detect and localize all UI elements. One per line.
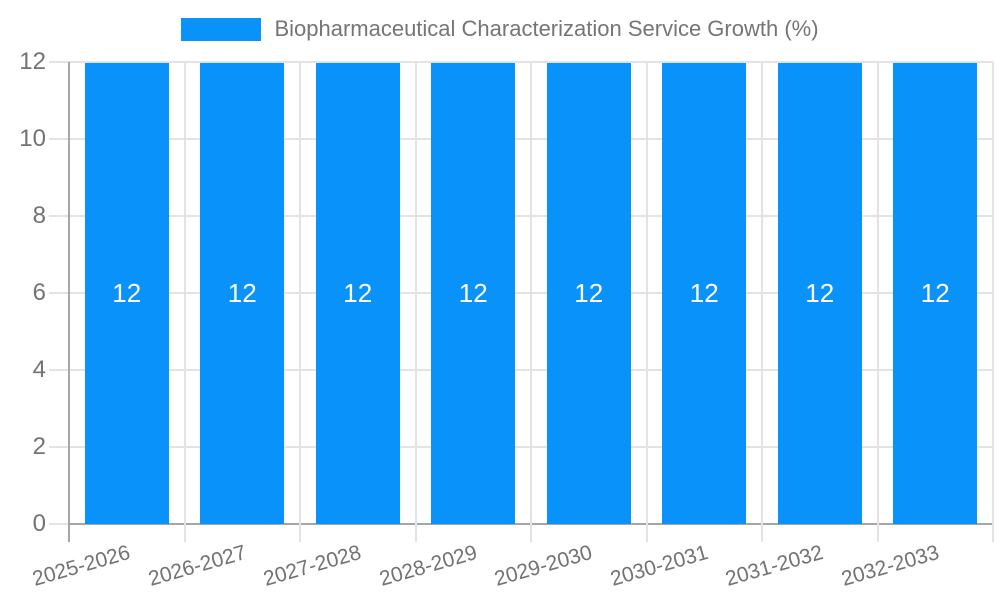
y-tick-mark (49, 369, 69, 371)
x-tick-mark (68, 524, 70, 542)
y-tick-label: 4 (32, 356, 46, 383)
x-tick-label: 2032-2033 (838, 541, 942, 591)
bar (84, 63, 169, 524)
y-tick-label: 0 (32, 510, 46, 537)
y-tick-mark (49, 138, 69, 140)
x-tick-label: 2029-2030 (492, 541, 596, 591)
bar (431, 63, 516, 524)
x-tick-label: 2031-2032 (723, 541, 827, 591)
x-gridline (992, 62, 994, 524)
bar (777, 63, 862, 524)
x-tick-mark (414, 524, 417, 542)
legend[interactable]: Biopharmaceutical Characterization Servi… (0, 16, 1000, 42)
y-tick-mark (49, 61, 69, 63)
x-tick-mark (299, 524, 301, 542)
bar-value-label: 12 (574, 278, 604, 308)
legend-label: Biopharmaceutical Characterization Servi… (274, 16, 819, 41)
x-tick-mark (876, 524, 879, 542)
legend-swatch-icon (181, 17, 262, 41)
bar (893, 63, 978, 524)
y-tick-label: 10 (19, 125, 46, 152)
y-tick-label: 2 (32, 433, 46, 460)
bar (546, 63, 631, 524)
bar (662, 63, 747, 524)
bar (200, 63, 285, 524)
y-tick-label: 8 (32, 202, 46, 229)
bar-value-label: 12 (689, 278, 719, 308)
x-tick-mark (761, 524, 763, 542)
y-tick-label: 6 (32, 279, 46, 306)
x-tick-label: 2028-2029 (376, 541, 480, 591)
x-gridline (761, 62, 763, 524)
x-tick-label: 2025-2026 (30, 541, 134, 591)
x-tick-mark (992, 524, 994, 542)
x-tick-label: 2026-2027 (145, 541, 249, 591)
bar-value-label: 12 (343, 278, 373, 308)
x-gridline (530, 62, 532, 524)
bar-value-label: 12 (458, 278, 488, 308)
x-tick-label: 2027-2028 (261, 541, 365, 591)
x-tick-label: 2030-2031 (607, 541, 711, 591)
y-tick-mark (49, 523, 69, 525)
x-gridline (876, 62, 879, 524)
bar (315, 63, 400, 524)
x-gridline (414, 62, 417, 524)
x-gridline (183, 62, 186, 524)
y-tick-mark (49, 215, 69, 217)
x-gridline (299, 62, 301, 524)
bar-value-label: 12 (227, 278, 257, 308)
x-tick-mark (183, 524, 186, 542)
y-tick-label: 12 (19, 48, 46, 75)
bar-value-label: 12 (112, 278, 142, 308)
y-axis-line (68, 62, 70, 524)
bar-value-label: 12 (920, 278, 950, 308)
x-gridline (645, 62, 648, 524)
y-tick-mark (49, 446, 69, 448)
bar-value-label: 12 (805, 278, 835, 308)
y-tick-mark (49, 292, 69, 294)
x-tick-mark (530, 524, 532, 542)
x-tick-mark (645, 524, 648, 542)
